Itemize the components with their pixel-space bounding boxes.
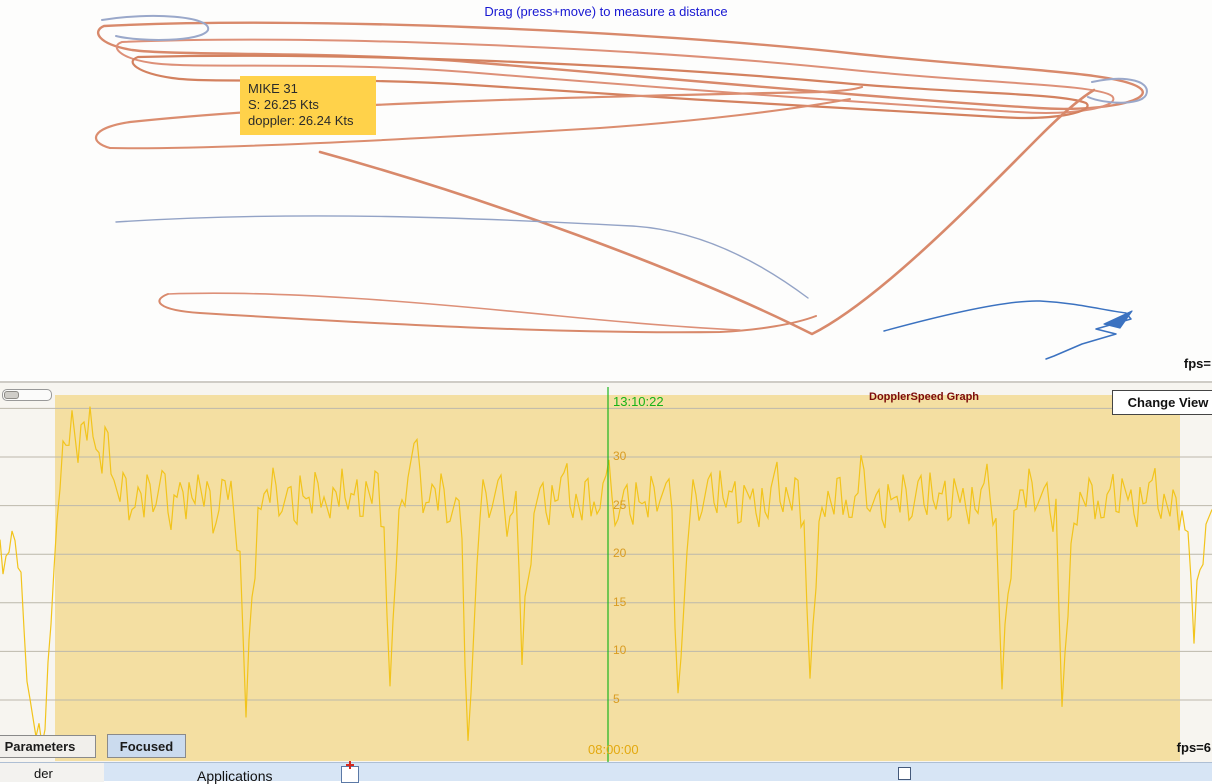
graph-scrollbar-thumb[interactable] <box>4 391 19 399</box>
focused-button[interactable]: Focused <box>107 734 186 758</box>
track-v-diagonal <box>318 88 1096 336</box>
graph-horizontal-scrollbar[interactable] <box>2 389 52 401</box>
track-map-canvas[interactable] <box>0 0 1212 380</box>
y-axis-tick-label: 25 <box>613 497 627 512</box>
track-blue-arrow <box>1103 310 1133 329</box>
y-axis-tick-label: 10 <box>613 643 627 658</box>
y-axis-tick-label: 5 <box>613 692 620 706</box>
track-thin-line <box>115 215 809 299</box>
start-time-label: 08:00:00 <box>588 742 639 757</box>
cursor-time-label: 13:10:22 <box>613 394 664 409</box>
track-tooltip-title: MIKE 31 <box>248 81 298 96</box>
track-blue-loop-right <box>1087 77 1148 104</box>
track-tooltip: MIKE 31 S: 26.25 Kts doppler: 26.24 Kts <box>240 76 376 135</box>
track-map-panel[interactable]: Drag (press+move) to measure a distance … <box>0 0 1212 380</box>
add-window-icon[interactable] <box>341 761 359 783</box>
taskbar-checkbox[interactable] <box>898 767 911 780</box>
track-lower-2 <box>167 292 741 331</box>
doppler-speed-series-line <box>0 406 1212 745</box>
parameters-button[interactable]: Parameters <box>0 735 96 758</box>
track-strand-upper <box>95 85 864 150</box>
doppler-speed-graph-panel[interactable]: DopplerSpeed Graph Change View 13:10:22 … <box>0 381 1212 764</box>
y-axis-tick-label: 30 <box>613 449 627 463</box>
taskbar-left-item[interactable]: der <box>0 763 104 782</box>
track-blue-loop-left <box>101 14 210 41</box>
track-loop-1 <box>97 21 1144 111</box>
track-tooltip-doppler: doppler: 26.24 Kts <box>248 113 354 128</box>
map-fps-label: fps= <box>1183 356 1211 371</box>
measure-hint-text: Drag (press+move) to measure a distance <box>484 4 728 19</box>
y-axis-tick-label: 15 <box>613 594 627 609</box>
doppler-speed-graph-canvas[interactable] <box>0 383 1212 764</box>
graph-title: DopplerSpeed Graph <box>869 391 980 403</box>
graph-fps-label: fps=6 <box>1176 740 1211 755</box>
track-strand-lower <box>109 98 851 150</box>
y-axis-tick-label: 20 <box>613 546 627 561</box>
change-view-button[interactable]: Change View <box>1112 390 1212 415</box>
taskbar-left-label: der <box>34 766 53 781</box>
track-blue-zigzag <box>883 300 1132 360</box>
applications-label[interactable]: Applications <box>197 768 273 784</box>
track-tooltip-speed: S: 26.25 Kts <box>248 97 319 112</box>
taskbar: der Applications <box>0 761 1212 784</box>
track-lower-1 <box>158 293 817 334</box>
track-loop-2 <box>115 38 1115 114</box>
